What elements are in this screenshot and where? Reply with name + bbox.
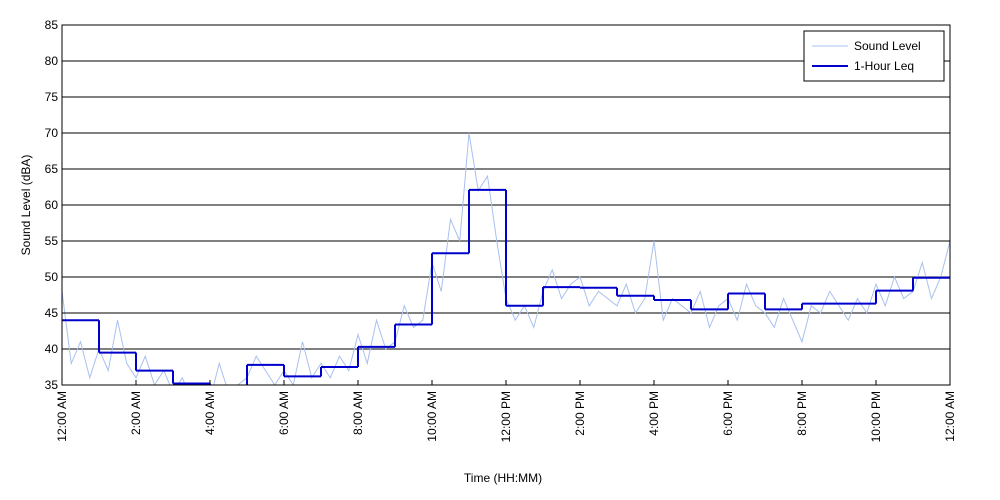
- legend-label: 1-Hour Leq: [854, 59, 914, 73]
- y-tick-label: 60: [45, 198, 59, 212]
- y-axis-label: Sound Level (dBA): [19, 155, 33, 256]
- y-tick-label: 35: [45, 378, 59, 392]
- legend: Sound Level 1-Hour Leq: [803, 30, 945, 82]
- x-tick-label: 12:00 AM: [943, 391, 957, 442]
- x-tick-label: 8:00 PM: [795, 391, 809, 436]
- y-tick-label: 85: [45, 18, 59, 32]
- y-tick-label: 75: [45, 90, 59, 104]
- x-tick-label: 6:00 PM: [721, 391, 735, 436]
- x-tick-label: 12:00 PM: [499, 391, 513, 442]
- y-tick-label: 50: [45, 270, 59, 284]
- y-tick-label: 80: [45, 54, 59, 68]
- axes: 35 40 45 50 55 60 65 70 75 80 85 12:00 AM 2:00 AM 4:0…: [45, 18, 957, 442]
- y-tick-label: 55: [45, 234, 59, 248]
- y-tick-label: 70: [45, 126, 59, 140]
- x-tick-label: 6:00 AM: [277, 391, 291, 435]
- lines: [62, 132, 950, 385]
- x-tick-label: 8:00 AM: [351, 391, 365, 435]
- legend-box: [803, 30, 945, 82]
- y-tick-label: 65: [45, 162, 59, 176]
- x-tick-label: 12:00 AM: [55, 391, 69, 442]
- x-axis-label: Time (HH:MM): [464, 471, 542, 485]
- x-tick-label: 4:00 PM: [647, 391, 661, 436]
- x-tick-label: 4:00 AM: [203, 391, 217, 435]
- x-tick-label: 10:00 PM: [869, 391, 883, 442]
- y-tick-label: 45: [45, 306, 59, 320]
- x-tick-label: 2:00 AM: [129, 391, 143, 435]
- y-tick-label: 40: [45, 342, 59, 356]
- x-tick-label: 10:00 AM: [425, 391, 439, 442]
- x-tick-label: 2:00 PM: [573, 391, 587, 436]
- legend-label: Sound Level: [854, 39, 921, 53]
